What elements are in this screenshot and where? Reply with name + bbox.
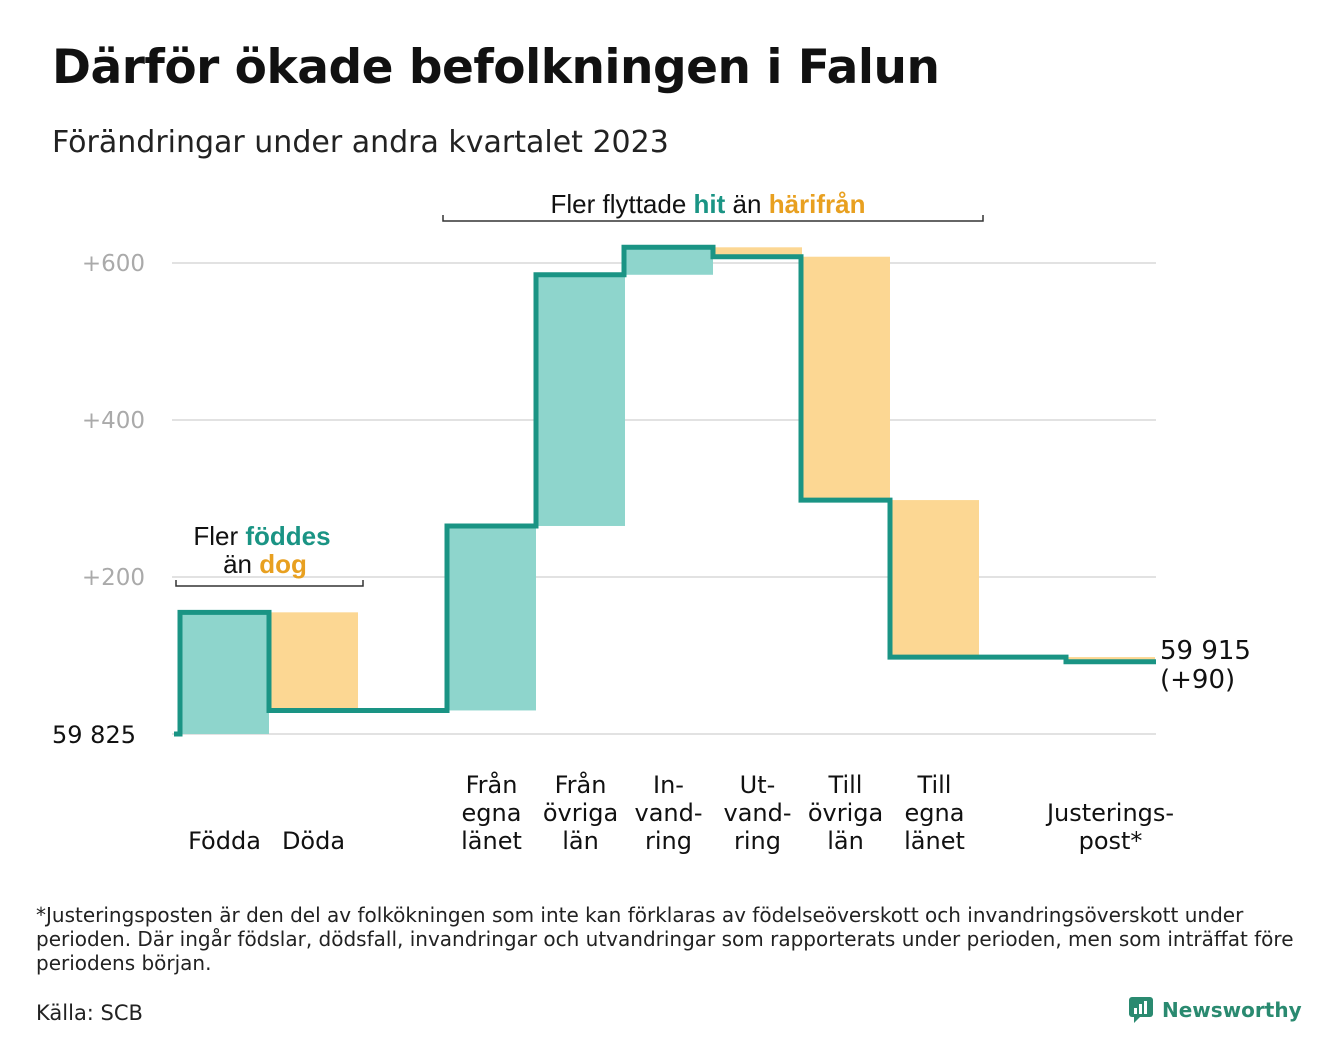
category-label: Från [466,770,518,799]
y-tick-label: +600 [82,251,145,277]
brand-logo: Newsworthy [1128,996,1302,1024]
births-annotation-line2: än dog [223,549,307,579]
category-label: In- [653,771,684,799]
births-bracket [175,580,364,587]
waterfall-bar [801,256,890,501]
migration-bracket [442,215,984,222]
waterfall-bar [890,500,979,658]
end-change-label: (+90) [1160,665,1235,695]
chart-title: Därför ökade befolkningen i Falun [52,40,940,95]
cumulative-step-line [174,244,1156,737]
category-label: Justerings- [1045,799,1174,827]
category-label: Ut- [740,771,776,799]
category-label: Födda [188,827,261,855]
waterfall-bar [536,274,625,526]
category-label: länet [461,827,522,855]
footnote: *Justeringsposten är den del av folkökni… [36,903,1294,975]
chart-subtitle: Förändringar under andra kvartalet 2023 [52,125,669,160]
baseline-label: 59 825 [52,721,136,749]
category-label: Från [555,770,607,799]
category-label: län [562,827,599,855]
category-label: ring [734,827,781,855]
migration-annotation: Fler flyttade hit än härifrån [550,189,865,219]
category-label: övriga [543,799,618,827]
category-label: post* [1079,827,1143,855]
y-tick-label: +400 [82,408,145,434]
waterfall-bar [713,247,802,257]
category-label: egna [462,799,522,827]
category-label: Döda [282,827,345,855]
waterfall-bar [447,525,536,711]
category-label: Till [917,771,952,799]
category-label: vand- [723,799,791,827]
newsworthy-icon [1129,997,1153,1023]
waterfall-bar [269,612,358,711]
y-tick-label: +200 [82,565,145,591]
category-label: länet [904,827,965,855]
end-value-label: 59 915 [1160,636,1251,666]
category-label: övriga [808,799,883,827]
waterfall-bar [180,612,269,734]
category-label: Till [828,771,863,799]
category-label: egna [905,799,965,827]
waterfall-bar [624,247,713,275]
category-label: vand- [634,799,702,827]
waterfall-chart: +200 +400 +600 59 825 59 915(+90) Födda Döda Fr… [52,189,1251,855]
brand-name: Newsworthy [1162,998,1302,1022]
births-annotation-line1: Fler föddes [193,521,330,551]
category-label: län [827,827,864,855]
category-label: ring [645,827,692,855]
source-note: Källa: SCB [36,1001,143,1025]
